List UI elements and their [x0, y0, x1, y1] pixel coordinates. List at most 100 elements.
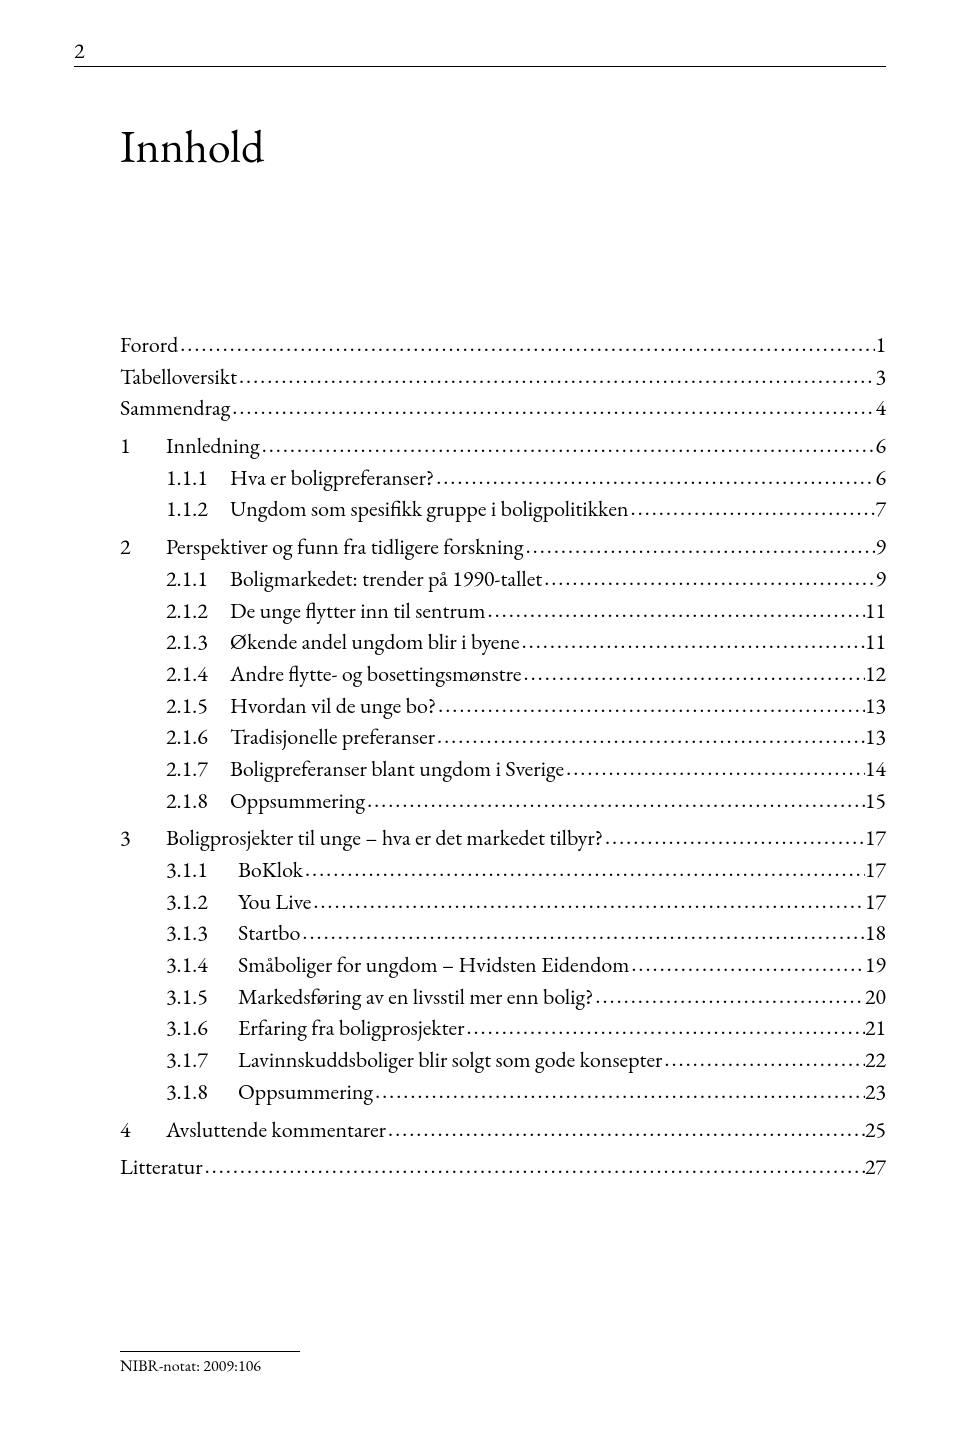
toc-leader-dots: [260, 430, 876, 460]
toc-leader-dots: [486, 595, 865, 625]
toc-entry: 2Perspektiver og funn fra tidligere fors…: [120, 532, 886, 562]
toc-leader-dots: [520, 626, 865, 656]
toc-page-number: 18: [865, 918, 886, 948]
toc-label: Markedsføring av en livsstil mer enn bol…: [238, 982, 593, 1012]
toc-leader-dots: [464, 1012, 864, 1042]
toc-page-number: 1: [875, 330, 886, 360]
toc-label: Oppsummering: [230, 786, 365, 816]
toc-page-number: 22: [865, 1045, 886, 1075]
toc-entry: 2.1.4Andre flytte- og bosettingsmønstre 1…: [120, 659, 886, 689]
toc-label: Boligprosjekter til unge – hva er det ma…: [166, 823, 603, 853]
toc-label: De unge flytter inn til sentrum: [230, 596, 486, 626]
toc-section-number: 3.1.8: [166, 1077, 238, 1107]
toc-label: Tabelloversikt: [120, 362, 237, 392]
toc-leader-dots: [300, 917, 864, 947]
toc-label: Startbo: [238, 918, 300, 948]
toc-entry: 3Boligprosjekter til unge – hva er det m…: [120, 823, 886, 853]
toc-leader-dots: [542, 563, 875, 593]
toc-page-number: 11: [865, 627, 886, 657]
toc-chapter-number: 1: [120, 431, 166, 461]
toc-page-number: 9: [875, 564, 886, 594]
footer-text: NIBR-notat: 2009:106: [120, 1355, 261, 1376]
toc-section-number: 1.1.1: [166, 463, 230, 493]
toc-label: Hva er boligpreferanser?: [230, 463, 434, 493]
toc-section-number: 2.1.5: [166, 691, 230, 721]
toc-section-number: 3.1.7: [166, 1045, 238, 1075]
toc-leader-dots: [311, 886, 865, 916]
toc-page-number: 15: [865, 786, 886, 816]
toc-entry: 3.1.6Erfaring fra boligprosjekter 21: [120, 1013, 886, 1043]
toc-section-number: 3.1.1: [166, 855, 238, 885]
toc-leader-dots: [373, 1076, 865, 1106]
toc-section-number: 2.1.8: [166, 786, 230, 816]
toc-section-number: 1.1.2: [166, 494, 230, 524]
toc-entry: Forord1: [120, 330, 886, 360]
toc-entry: Tabelloversikt3: [120, 362, 886, 392]
toc-entry: 3.1.1BoKlok17: [120, 855, 886, 885]
toc-entry: 1.1.1Hva er boligpreferanser?6: [120, 463, 886, 493]
toc-entry: 2.1.1Boligmarkedet: trender på 1990-tall…: [120, 564, 886, 594]
toc-entry: 2.1.7Boligpreferanser blant ungdom i Sve…: [120, 754, 886, 784]
toc-chapter-number: 3: [120, 823, 166, 853]
toc-page-number: 9: [875, 532, 886, 562]
toc-section-number: 3.1.4: [166, 950, 238, 980]
toc-label: Avsluttende kommentarer: [166, 1115, 386, 1145]
toc-section-number: 2.1.3: [166, 627, 230, 657]
toc-leader-dots: [662, 1044, 864, 1074]
toc-leader-dots: [386, 1114, 865, 1144]
footer-rule: [120, 1351, 300, 1352]
toc-page-number: 25: [865, 1115, 886, 1145]
toc-section-number: 2.1.7: [166, 754, 230, 784]
toc-entry: 4Avsluttende kommentarer 25: [120, 1115, 886, 1145]
toc-page-number: 23: [865, 1077, 886, 1107]
table-of-contents: Forord1Tabelloversikt3Sammendrag41Innled…: [120, 330, 886, 1184]
toc-leader-dots: [303, 854, 865, 884]
toc-label: Sammendrag: [120, 393, 230, 423]
toc-page-number: 6: [875, 431, 886, 461]
toc-leader-dots: [230, 392, 875, 422]
toc-entry: 2.1.6Tradisjonelle preferanser 13: [120, 722, 886, 752]
toc-leader-dots: [593, 981, 864, 1011]
toc-page-number: 19: [865, 950, 886, 980]
toc-page-number: 20: [865, 982, 886, 1012]
toc-entry: Litteratur27: [120, 1152, 886, 1182]
toc-leader-dots: [178, 329, 875, 359]
toc-label: Ungdom som spesifikk gruppe i boligpolit…: [230, 494, 629, 524]
toc-page-number: 11: [865, 596, 886, 626]
toc-leader-dots: [522, 658, 865, 688]
toc-label: Lavinnskuddsboliger blir solgt som gode …: [238, 1045, 662, 1075]
toc-section-number: 3.1.3: [166, 918, 238, 948]
toc-label: Andre flytte- og bosettingsmønstre: [230, 659, 522, 689]
toc-page-number: 13: [865, 722, 886, 752]
toc-page-number: 14: [865, 754, 886, 784]
toc-leader-dots: [603, 822, 865, 852]
toc-leader-dots: [203, 1151, 865, 1181]
toc-leader-dots: [365, 785, 865, 815]
toc-page-number: 21: [865, 1013, 886, 1043]
toc-page-number: 17: [865, 823, 886, 853]
toc-leader-dots: [524, 531, 876, 561]
toc-label: Økende andel ungdom blir i byene: [230, 627, 520, 657]
toc-entry: Sammendrag 4: [120, 393, 886, 423]
toc-section-number: 2.1.1: [166, 564, 230, 594]
toc-label: Tradisjonelle preferanser: [230, 722, 435, 752]
toc-label: BoKlok: [238, 855, 303, 885]
toc-entry: 2.1.8Oppsummering 15: [120, 786, 886, 816]
toc-chapter-number: 4: [120, 1115, 166, 1145]
page-title: Innhold: [120, 116, 264, 176]
toc-section-number: 2.1.6: [166, 722, 230, 752]
toc-label: Litteratur: [120, 1152, 203, 1182]
toc-entry: 3.1.8Oppsummering23: [120, 1077, 886, 1107]
toc-leader-dots: [564, 753, 865, 783]
toc-entry: 3.1.3Startbo 18: [120, 918, 886, 948]
toc-page-number: 4: [875, 393, 886, 423]
toc-page-number: 12: [865, 659, 886, 689]
toc-section-number: 2.1.4: [166, 659, 230, 689]
toc-entry: 1Innledning6: [120, 431, 886, 461]
toc-section-number: 3.1.6: [166, 1013, 238, 1043]
toc-label: Boligpreferanser blant ungdom i Sverige: [230, 754, 564, 784]
toc-page-number: 7: [875, 494, 886, 524]
toc-label: Erfaring fra boligprosjekter: [238, 1013, 464, 1043]
document-page: 2 Innhold Forord1Tabelloversikt3Sammendr…: [0, 0, 960, 1436]
toc-entry: 2.1.3Økende andel ungdom blir i byene 11: [120, 627, 886, 657]
